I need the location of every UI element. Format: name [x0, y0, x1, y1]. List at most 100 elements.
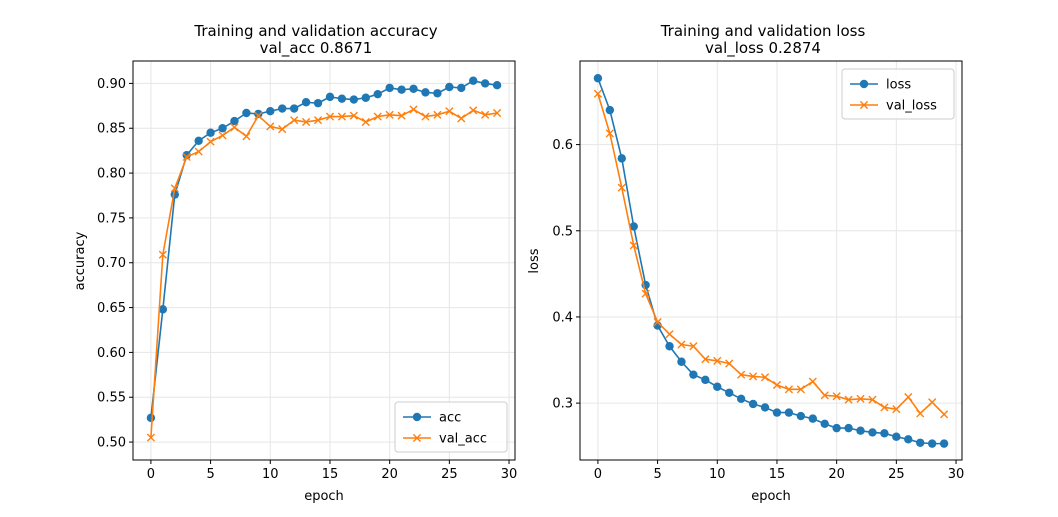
val_acc-point — [146, 433, 156, 442]
loss-chart: Training and validation loss val_loss 0.… — [527, 22, 964, 504]
accuracy-y-tick-label: 0.50 — [97, 436, 126, 451]
acc-point — [421, 88, 430, 97]
val_loss-point — [748, 372, 758, 381]
val_loss-point — [629, 241, 638, 250]
accuracy-chart-title: Training and validation accuracy — [193, 22, 437, 40]
val_acc-point — [206, 137, 215, 146]
accuracy-y-tick-label: 0.90 — [97, 77, 126, 92]
acc-point — [385, 83, 394, 93]
accuracy-x-tick-label: 5 — [206, 467, 214, 482]
val_acc-point — [313, 116, 323, 125]
loss-point — [939, 439, 949, 448]
acc-point — [218, 124, 227, 133]
accuracy-legend-box — [394, 401, 508, 453]
loss-point — [689, 370, 698, 379]
loss-x-tick-label: 30 — [948, 467, 965, 482]
val_acc-point — [182, 152, 191, 162]
accuracy-x-tick-label: 0 — [147, 467, 155, 482]
val_acc-point — [337, 112, 347, 121]
accuracy-y-tick-label: 0.55 — [97, 391, 126, 406]
accuracy-x-tick-label: 10 — [262, 467, 279, 482]
val_loss-point — [737, 370, 746, 379]
acc-point — [433, 89, 442, 98]
acc-point — [492, 81, 502, 90]
val_acc-point — [361, 117, 370, 127]
val_acc-point — [492, 108, 502, 118]
val_acc-point — [194, 147, 203, 156]
loss-legend-marker — [859, 79, 869, 89]
val_acc-point — [290, 116, 299, 125]
val_acc-point — [254, 111, 263, 120]
loss-y-tick-label: 0.5 — [552, 224, 573, 239]
loss-chart-title: Training and validation loss — [660, 22, 866, 40]
acc-point — [266, 107, 275, 116]
acc-point — [254, 109, 263, 119]
accuracy-legend: acc val_acc — [394, 401, 508, 453]
val_loss-point — [832, 392, 841, 401]
loss-y-tick-label: 0.6 — [552, 138, 573, 153]
acc-point — [361, 93, 370, 102]
acc-point — [289, 104, 299, 113]
val_acc-point — [445, 107, 454, 116]
val_loss-point — [904, 392, 913, 402]
acc-point — [373, 89, 382, 99]
loss-point — [665, 342, 674, 351]
val_loss-point — [677, 340, 686, 349]
val_acc-point — [385, 110, 394, 119]
val_acc-point — [421, 112, 430, 121]
loss-point — [725, 388, 734, 397]
val_loss-point — [725, 359, 734, 368]
val_acc-point — [170, 184, 179, 193]
loss-point — [856, 426, 865, 435]
acc-point — [146, 413, 156, 423]
acc-point — [158, 305, 168, 314]
val_loss-point — [880, 403, 889, 412]
val_loss-point — [772, 380, 782, 390]
accuracy-axes-frame — [132, 60, 516, 461]
acc-point — [409, 84, 418, 93]
loss-point — [892, 432, 901, 441]
accuracy-plot-area: 0 5 10 15 20 25 30 0.50 0.55 0.60 0.65 0.70 0.75 0.80… — [97, 60, 517, 482]
acc-point — [457, 83, 466, 93]
loss-legend: loss val_loss — [841, 68, 955, 120]
acc-point — [278, 104, 287, 113]
val_loss-point — [701, 355, 710, 364]
loss-point — [772, 408, 782, 417]
val_acc-point — [397, 111, 406, 120]
loss-point — [748, 399, 758, 409]
loss-point — [629, 222, 638, 231]
val_acc-point — [469, 106, 478, 115]
accuracy-y-axis-label: accuracy — [73, 231, 88, 290]
val_acc-legend-marker — [412, 433, 422, 443]
acc-point — [242, 108, 251, 118]
val_loss-point — [916, 409, 925, 418]
val_acc-point — [349, 111, 358, 120]
accuracy-y-tick-label: 0.85 — [97, 122, 126, 137]
acc-point — [445, 82, 454, 92]
val_loss-point — [593, 89, 603, 98]
val_loss-point — [605, 129, 614, 138]
accuracy-x-tick-label: 20 — [381, 467, 398, 482]
loss-point — [844, 423, 853, 433]
loss-point — [916, 438, 925, 447]
loss-point — [927, 439, 937, 448]
loss-legend-box — [841, 68, 955, 120]
loss-point — [796, 411, 806, 421]
acc-point — [397, 85, 406, 94]
loss-y-tick-label: 0.4 — [552, 310, 573, 325]
accuracy-y-tick-label: 0.70 — [97, 256, 126, 271]
loss-y-tick-label: 0.3 — [552, 397, 573, 412]
loss-point — [832, 423, 841, 433]
val_acc-point — [158, 250, 167, 259]
val_acc-point — [301, 117, 311, 127]
acc-point — [230, 116, 239, 126]
val_acc-point — [218, 131, 227, 140]
val_acc-point — [325, 112, 335, 121]
val_acc-point — [242, 132, 251, 141]
accuracy-y-tick-label: 0.75 — [97, 211, 126, 226]
val_loss-legend-label: val_loss — [886, 99, 937, 114]
loss-y-axis-label: loss — [527, 248, 542, 273]
val_loss-point — [641, 289, 650, 298]
val_loss-point — [653, 318, 662, 327]
val_acc-point — [457, 114, 466, 123]
